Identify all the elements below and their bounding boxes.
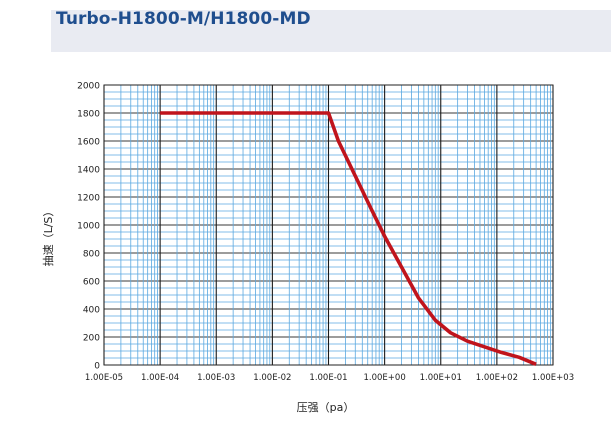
x-tick-label: 1.00E-04 bbox=[141, 373, 179, 383]
y-tick-label: 400 bbox=[83, 306, 100, 316]
y-tick-label: 0 bbox=[94, 362, 100, 372]
x-tick-label: 1.00E-05 bbox=[85, 373, 123, 383]
series-layer bbox=[160, 111, 537, 366]
plot-frame bbox=[103, 84, 554, 366]
x-tick-label: 1.00E+03 bbox=[532, 373, 574, 383]
speed-curve-line bbox=[160, 111, 537, 366]
x-tick-label: 1.00E-02 bbox=[253, 373, 291, 383]
y-axis-label: 抽速（L/S） bbox=[42, 205, 55, 267]
x-tick-label: 1.00E+01 bbox=[420, 373, 462, 383]
y-tick-label: 2000 bbox=[77, 82, 100, 92]
chart-title: Turbo-H1800-M/H1800-MD bbox=[56, 9, 311, 29]
y-tick-label: 800 bbox=[83, 250, 100, 260]
y-tick-label: 1400 bbox=[77, 166, 100, 176]
axis-layer: 0 200 400 600 800 1000 1200 1400 1600 1800 2000 1.0… bbox=[77, 82, 574, 384]
x-tick-label: 1.00E-01 bbox=[309, 373, 347, 383]
x-tick-label: 1.00E+00 bbox=[364, 373, 406, 383]
title-banner bbox=[51, 10, 611, 52]
y-tick-label: 1600 bbox=[77, 138, 100, 148]
y-tick-label: 200 bbox=[83, 334, 100, 344]
y-tick-label: 1800 bbox=[77, 110, 100, 120]
y-tick-label: 1000 bbox=[77, 222, 100, 232]
x-tick-label: 1.00E-03 bbox=[197, 373, 235, 383]
y-tick-label: 1200 bbox=[77, 194, 100, 204]
grid-layer bbox=[103, 84, 554, 366]
x-tick-label: 1.00E+02 bbox=[476, 373, 518, 383]
x-axis-label: 压强（pa） bbox=[296, 401, 355, 414]
y-tick-label: 600 bbox=[83, 278, 100, 288]
